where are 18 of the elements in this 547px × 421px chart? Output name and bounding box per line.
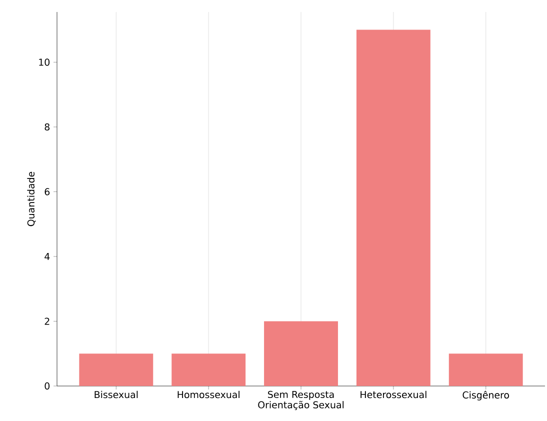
x-tick-label: Heterossexual (360, 390, 426, 398)
bar (356, 30, 430, 386)
x-tick-label: Cisgênero (462, 390, 510, 400)
x-tick-label: Sem Resposta (268, 390, 334, 400)
y-tick-label: 8 (44, 123, 50, 131)
bar (448, 354, 523, 386)
y-tick-label: 4 (44, 253, 50, 260)
y-tick-label: 6 (44, 188, 50, 196)
y-tick-label: 10 (39, 58, 50, 66)
bar (264, 321, 338, 386)
bar (172, 354, 246, 386)
y-tick-label: 0 (44, 382, 50, 390)
y-tick-label: 2 (44, 318, 50, 325)
x-tick-label: Homossexual (178, 390, 240, 398)
x-axis-title: Orientação Sexual (258, 400, 344, 410)
y-axis-title: Quantidade (27, 172, 36, 226)
x-tick-label: Bissexual (94, 390, 138, 398)
bar (79, 354, 154, 386)
